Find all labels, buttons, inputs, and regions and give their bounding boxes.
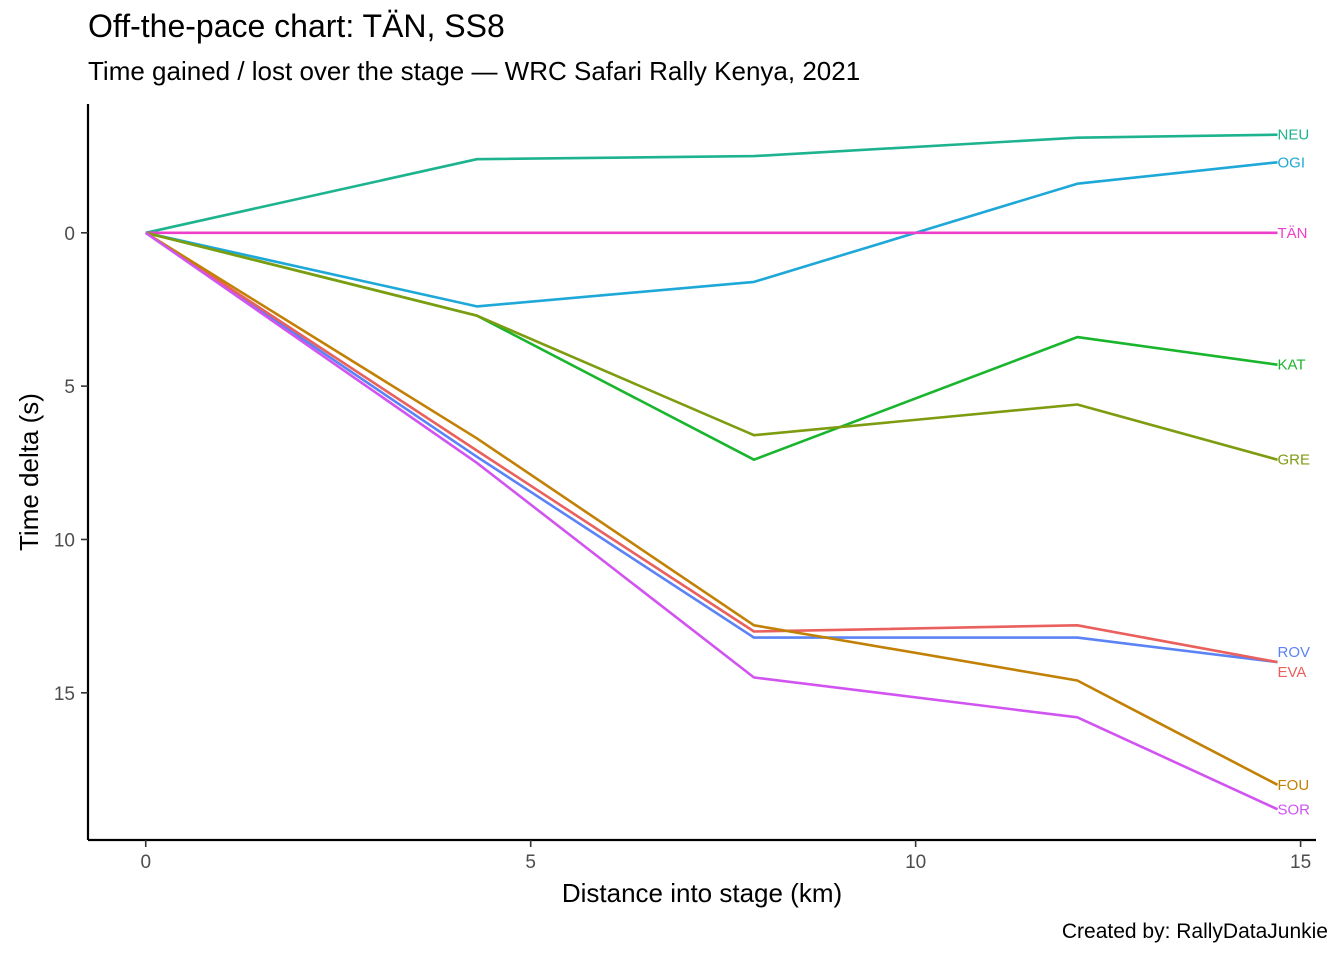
x-tick-label: 15 xyxy=(1290,852,1311,873)
series-line-neu xyxy=(145,133,1278,235)
series-line-eva xyxy=(144,231,1278,664)
chart-caption: Created by: RallyDataJunkie xyxy=(1061,920,1328,943)
end-label-eva: EVA xyxy=(1278,664,1307,681)
y-tick-label: 10 xyxy=(54,530,75,551)
end-label-tän: TÄN xyxy=(1278,225,1308,242)
end-label-kat: KAT xyxy=(1278,357,1306,374)
x-tick-label: 10 xyxy=(905,852,926,873)
axes-layer: 0 5 10 15 0 5 10 15 Distance into stage (km) Time… xyxy=(14,104,1316,908)
series-line-sor xyxy=(144,231,1279,811)
series-line-fou xyxy=(145,231,1279,786)
end-label-ogi: OGI xyxy=(1278,154,1306,171)
series-line-ogi xyxy=(145,161,1278,308)
chart-subtitle: Time gained / lost over the stage — WRC … xyxy=(88,56,861,86)
series-line-gre xyxy=(145,231,1278,461)
end-label-sor: SOR xyxy=(1278,801,1311,818)
x-tick-label: 5 xyxy=(525,852,536,873)
y-tick-label: 0 xyxy=(64,224,75,245)
y-tick-label: 15 xyxy=(54,684,75,705)
end-label-neu: NEU xyxy=(1278,127,1310,144)
y-tick-label: 5 xyxy=(64,377,75,398)
series-layer xyxy=(144,133,1279,811)
end-label-gre: GRE xyxy=(1278,452,1311,469)
chart-title: Off-the-pace chart: TÄN, SS8 xyxy=(88,8,505,44)
y-axis-title: Time delta (s) xyxy=(14,393,44,551)
x-axis-title: Distance into stage (km) xyxy=(562,878,842,908)
series-line-rov xyxy=(144,231,1278,664)
end-label-rov: ROV xyxy=(1278,644,1311,661)
end-labels-layer: NEU OGI TÄN KAT GRE ROV EVA FOU SOR xyxy=(1278,127,1311,819)
x-tick-label: 0 xyxy=(140,852,151,873)
end-label-fou: FOU xyxy=(1278,777,1310,794)
